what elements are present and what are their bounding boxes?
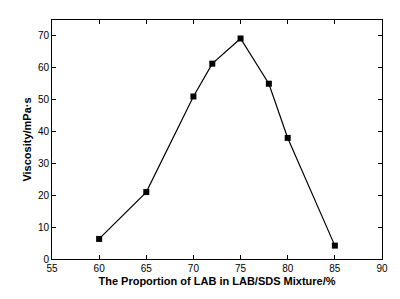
svg-text:55: 55 xyxy=(46,263,58,274)
svg-text:60: 60 xyxy=(94,263,106,274)
svg-text:10: 10 xyxy=(38,222,50,233)
svg-text:70: 70 xyxy=(38,30,50,41)
svg-text:40: 40 xyxy=(38,126,50,137)
svg-text:The Proportion of LAB in LAB/S: The Proportion of LAB in LAB/SDS Mixture… xyxy=(98,275,335,287)
svg-text:65: 65 xyxy=(141,263,153,274)
svg-text:90: 90 xyxy=(376,263,388,274)
svg-text:85: 85 xyxy=(329,263,341,274)
svg-text:Viscosity/mPa·s: Viscosity/mPa·s xyxy=(21,97,33,181)
svg-text:20: 20 xyxy=(38,190,50,201)
svg-text:30: 30 xyxy=(38,158,50,169)
svg-text:0: 0 xyxy=(43,254,49,265)
svg-text:60: 60 xyxy=(38,62,50,73)
svg-text:75: 75 xyxy=(235,263,247,274)
svg-text:70: 70 xyxy=(188,263,200,274)
svg-text:50: 50 xyxy=(38,94,50,105)
svg-text:80: 80 xyxy=(282,263,294,274)
